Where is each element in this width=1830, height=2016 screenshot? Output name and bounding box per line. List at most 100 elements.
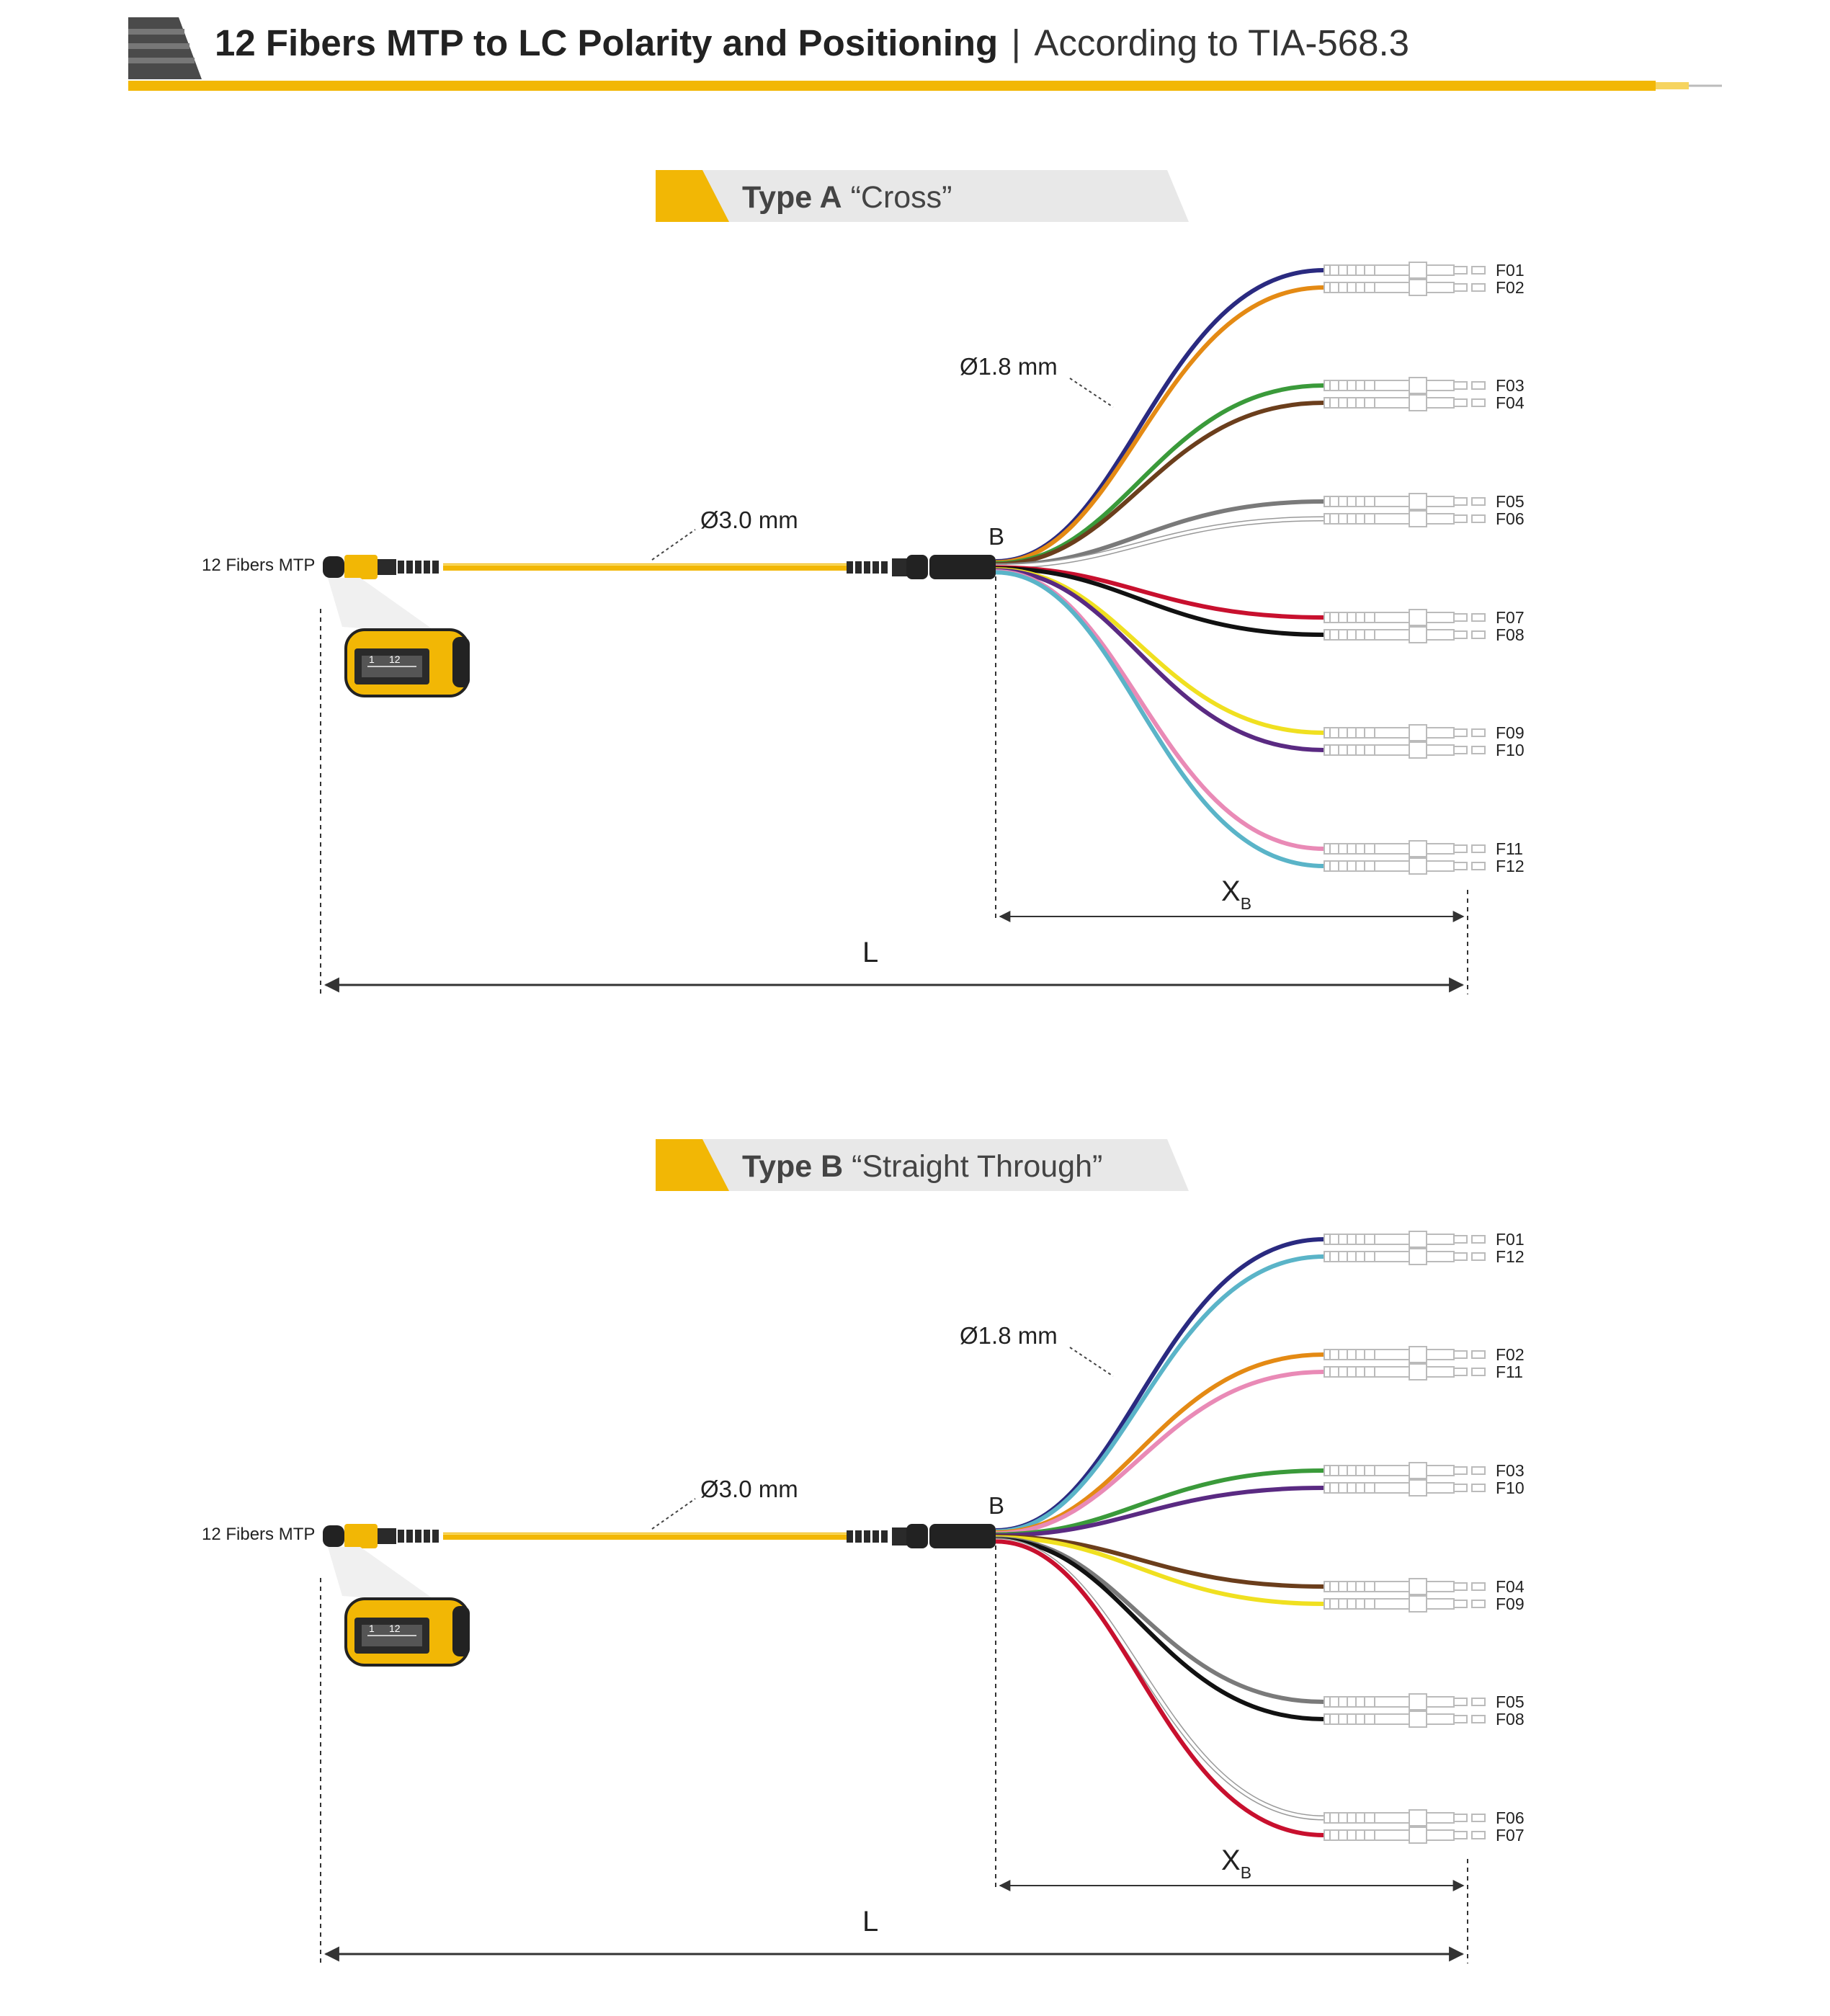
lc-connector-F01 bbox=[1324, 1231, 1486, 1248]
xb-dimension-main: X bbox=[1221, 1845, 1241, 1876]
lc-ferrule bbox=[1453, 514, 1468, 523]
fiber-port-label-F09: F09 bbox=[1496, 723, 1525, 742]
lc-ferrule-cap bbox=[1471, 1831, 1486, 1839]
mtp-connector-label: 12 Fibers MTP bbox=[202, 1525, 315, 1544]
breakout-collar bbox=[892, 558, 908, 576]
lc-ferrule-cap bbox=[1471, 1582, 1486, 1591]
lc-ferrule-cap bbox=[1471, 1466, 1486, 1475]
mtp-connector-label: 12 Fibers MTP bbox=[202, 556, 315, 575]
lc-connector-F05 bbox=[1324, 493, 1486, 510]
breakout-strain-relief-segment bbox=[855, 1530, 862, 1543]
fanout-fiber-F07 bbox=[995, 565, 1325, 620]
mtp-connector-collar bbox=[378, 559, 396, 575]
lc-ferrule-cap bbox=[1471, 1368, 1486, 1376]
lc-boot bbox=[1324, 1581, 1375, 1592]
mtp-strain-relief-segment bbox=[398, 1530, 404, 1543]
lc-connector-F12 bbox=[1324, 1248, 1486, 1265]
breakout-strain-relief-segment bbox=[847, 561, 853, 574]
mtp-strain-relief-segment bbox=[398, 561, 404, 574]
lc-ferrule bbox=[1453, 1814, 1468, 1822]
type-banner-edge bbox=[1167, 1139, 1189, 1191]
fanout-fiber-F01 bbox=[995, 1237, 1325, 1533]
header-logo-stripe bbox=[128, 43, 189, 49]
fanout-diameter-leader bbox=[1069, 378, 1114, 408]
lc-connector-F03 bbox=[1324, 377, 1486, 394]
fiber-port-label-F04: F04 bbox=[1496, 393, 1525, 412]
type-title-name: “Cross” bbox=[851, 180, 952, 215]
lc-latch bbox=[1409, 394, 1427, 411]
lc-ferrule bbox=[1453, 1235, 1468, 1244]
lc-ferrule bbox=[1453, 497, 1468, 506]
mtp-connector-housing bbox=[344, 555, 378, 579]
lc-boot bbox=[1324, 1482, 1375, 1494]
fanout-fiber-F09 bbox=[995, 1535, 1325, 1606]
lc-boot bbox=[1324, 1713, 1375, 1725]
mtp-strain-relief-segment bbox=[415, 561, 421, 574]
header-rule-fiber-end bbox=[1656, 82, 1689, 89]
fiber-port-label-F02: F02 bbox=[1496, 278, 1525, 297]
lc-connector-F02 bbox=[1324, 279, 1486, 296]
lc-boot bbox=[1324, 1598, 1375, 1610]
lc-boot bbox=[1324, 1812, 1375, 1824]
header-logo-stripe bbox=[128, 29, 184, 35]
lc-connector-F06 bbox=[1324, 510, 1486, 527]
lc-latch bbox=[1409, 493, 1427, 510]
fiber-port-label-F02: F02 bbox=[1496, 1345, 1525, 1364]
lc-ferrule-cap bbox=[1471, 497, 1486, 506]
lc-ferrule bbox=[1453, 1484, 1468, 1492]
lc-ferrule bbox=[1453, 844, 1468, 853]
lc-ferrule-cap bbox=[1471, 381, 1486, 390]
fanout-fiber-F11 bbox=[995, 569, 1325, 851]
xb-dimension-label: XB bbox=[1221, 875, 1251, 913]
type-banner-bg bbox=[656, 1139, 1189, 1191]
fanout-fiber-F06 bbox=[995, 1539, 1325, 1819]
lc-boot bbox=[1324, 264, 1375, 276]
fiber-port-label-F03: F03 bbox=[1496, 376, 1525, 395]
diagram-type-b: Type B “Straight Through” 12 Fibers MTP 1 12… bbox=[202, 1139, 1525, 1963]
lc-connector-F09 bbox=[1324, 724, 1486, 741]
mtp-connector-cap bbox=[323, 1525, 344, 1547]
lc-boot bbox=[1324, 282, 1375, 293]
fiber-port-label-F08: F08 bbox=[1496, 625, 1525, 644]
lc-ferrule-cap bbox=[1471, 1235, 1486, 1244]
lc-ferrule bbox=[1453, 1466, 1468, 1475]
lc-latch bbox=[1409, 1711, 1427, 1728]
lc-latch bbox=[1409, 279, 1427, 296]
lc-connector-F02 bbox=[1324, 1346, 1486, 1363]
lc-ferrule bbox=[1453, 1715, 1468, 1723]
lc-boot bbox=[1324, 744, 1375, 756]
fanout-fiber-outline bbox=[995, 516, 1325, 569]
lc-latch bbox=[1409, 1809, 1427, 1827]
lc-ferrule bbox=[1453, 613, 1468, 622]
type-banner-bg bbox=[656, 170, 1189, 222]
fanout-fiber-F04 bbox=[995, 1534, 1325, 1589]
fanout-fiber-F07 bbox=[995, 1539, 1325, 1837]
lc-latch bbox=[1409, 510, 1427, 527]
lc-boot bbox=[1324, 1696, 1375, 1708]
fiber-port-label-F06: F06 bbox=[1496, 1808, 1525, 1827]
lc-latch bbox=[1409, 1363, 1427, 1381]
breakout-strain-relief-segment bbox=[881, 1530, 888, 1543]
lc-ferrule-cap bbox=[1471, 1600, 1486, 1608]
length-dimension-label: L bbox=[862, 937, 878, 968]
fiber-port-label-F12: F12 bbox=[1496, 1247, 1525, 1266]
xb-dimension-main: X bbox=[1221, 875, 1241, 907]
mtp-pin-label-first: 1 bbox=[369, 654, 375, 665]
lc-ferrule-cap bbox=[1471, 514, 1486, 523]
header-rule bbox=[128, 81, 1656, 91]
lc-ferrule-cap bbox=[1471, 266, 1486, 275]
lc-ferrule-cap bbox=[1471, 1814, 1486, 1822]
trunk-cable bbox=[443, 1533, 847, 1540]
lc-ferrule-cap bbox=[1471, 728, 1486, 737]
mtp-strain-relief-segment bbox=[406, 1530, 413, 1543]
fanout-fiber-F12 bbox=[995, 570, 1325, 868]
fiber-port-label-F11: F11 bbox=[1496, 839, 1523, 858]
mtp-connector-housing bbox=[344, 1524, 378, 1548]
breakout-strain-relief-segment bbox=[847, 1530, 853, 1543]
lc-latch bbox=[1409, 840, 1427, 857]
lc-boot bbox=[1324, 1366, 1375, 1378]
lc-ferrule bbox=[1453, 1600, 1468, 1608]
lc-latch bbox=[1409, 1479, 1427, 1497]
lc-boot bbox=[1324, 380, 1375, 391]
